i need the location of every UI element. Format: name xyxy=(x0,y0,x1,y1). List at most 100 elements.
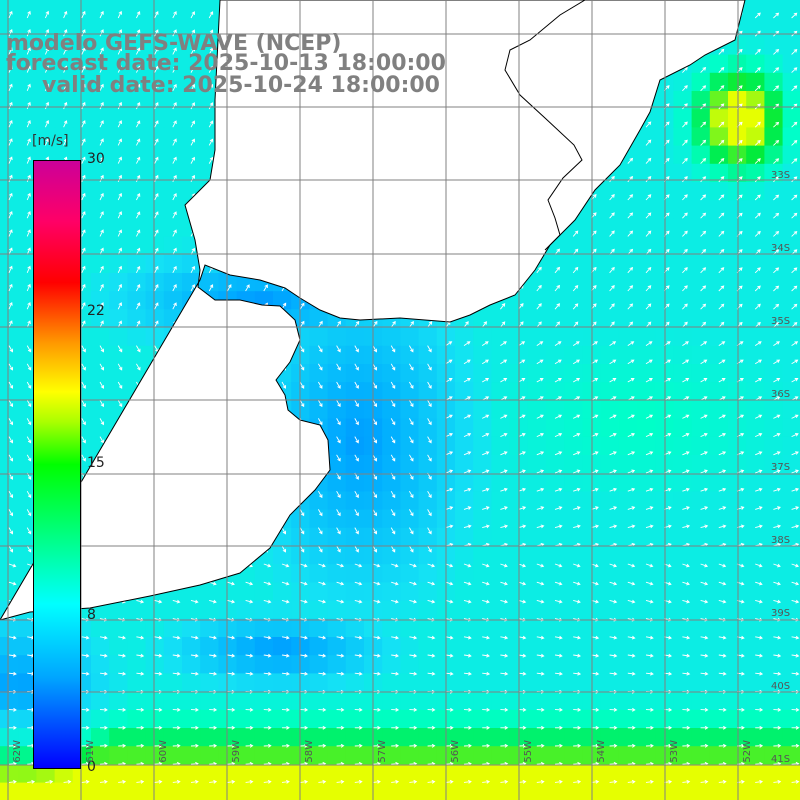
wind-arrow xyxy=(81,47,86,55)
wind-speed-cell xyxy=(327,382,347,401)
wind-arrow xyxy=(26,302,31,310)
wind-arrow xyxy=(8,265,13,273)
wind-arrow xyxy=(791,231,798,237)
wind-arrow xyxy=(627,359,635,365)
wind-speed-cell xyxy=(473,382,492,401)
wind-speed-cell xyxy=(163,72,183,92)
wind-speed-cell xyxy=(200,0,219,19)
wind-arrow xyxy=(117,10,123,19)
wind-speed-cell xyxy=(637,345,656,365)
wind-arrow xyxy=(136,47,141,55)
wind-speed-cell xyxy=(673,728,693,747)
wind-arrow xyxy=(645,285,652,292)
wind-speed-cell xyxy=(764,200,784,219)
wind-speed-cell xyxy=(618,509,638,529)
wind-arrow xyxy=(718,176,725,183)
wind-speed-cell xyxy=(546,473,565,492)
wind-speed-cell xyxy=(764,527,784,547)
wind-arrow xyxy=(8,563,17,568)
wind-arrow xyxy=(573,635,581,640)
wind-speed-cell xyxy=(709,491,729,511)
wind-speed-cell xyxy=(327,746,347,765)
wind-speed-cell xyxy=(746,327,765,347)
wind-speed-cell xyxy=(182,673,201,693)
wind-speed-cell xyxy=(400,764,420,784)
wind-speed-cell xyxy=(546,491,565,511)
wind-arrow xyxy=(609,487,618,492)
wind-speed-cell xyxy=(145,91,165,110)
wind-arrow xyxy=(390,320,396,328)
latitude-label: 37S xyxy=(771,462,791,473)
wind-speed-cell xyxy=(782,746,800,765)
wind-arrow xyxy=(700,779,709,784)
wind-speed-cell xyxy=(764,728,784,747)
wind-speed-cell xyxy=(673,746,693,765)
wind-arrow xyxy=(536,487,545,492)
wind-arrow xyxy=(118,671,127,676)
wind-speed-cell xyxy=(764,655,784,674)
wind-speed-cell xyxy=(728,473,747,492)
wind-speed-cell xyxy=(491,345,511,365)
wind-speed-cell xyxy=(109,655,128,674)
wind-speed-cell xyxy=(127,782,147,800)
wind-arrow xyxy=(190,265,195,274)
wind-speed-cell xyxy=(291,637,310,656)
wind-speed-cell xyxy=(418,673,438,693)
wind-speed-cell xyxy=(546,582,565,602)
wind-arrow xyxy=(99,229,104,237)
wind-speed-cell xyxy=(0,109,19,128)
wind-speed-cell xyxy=(309,691,329,711)
wind-speed-cell xyxy=(345,345,365,365)
wind-arrow xyxy=(409,743,418,748)
wind-arrow xyxy=(773,267,780,274)
wind-arrow xyxy=(281,545,287,553)
wind-speed-cell xyxy=(473,509,492,529)
wind-arrow xyxy=(645,671,654,676)
wind-speed-cell xyxy=(418,655,438,674)
wind-arrow xyxy=(572,359,580,365)
wind-arrow xyxy=(645,139,652,146)
wind-arrow xyxy=(791,121,798,128)
wind-arrow xyxy=(390,545,396,553)
wind-arrow xyxy=(791,49,798,55)
wind-speed-cell xyxy=(236,637,256,656)
wind-speed-cell xyxy=(455,436,474,456)
wind-speed-cell xyxy=(18,364,37,383)
wind-speed-cell xyxy=(527,509,547,529)
wind-speed-cell xyxy=(782,546,800,565)
wind-speed-cell xyxy=(273,691,292,711)
wind-arrow xyxy=(227,599,236,604)
wind-speed-cell xyxy=(473,546,492,565)
wind-speed-cell xyxy=(491,455,511,474)
wind-speed-cell xyxy=(564,473,583,492)
wind-arrow xyxy=(500,653,509,658)
wind-speed-cell xyxy=(637,473,656,492)
wind-arrow xyxy=(117,265,123,273)
wind-speed-cell xyxy=(691,236,711,256)
wind-speed-cell xyxy=(291,564,310,583)
wind-speed-cell xyxy=(54,145,74,165)
wind-arrow xyxy=(536,303,542,310)
wind-speed-cell xyxy=(182,0,201,19)
wind-speed-cell xyxy=(728,309,747,329)
wind-arrow xyxy=(645,581,654,586)
wind-speed-cell xyxy=(309,309,329,329)
wind-speed-cell xyxy=(309,546,329,565)
wind-arrow xyxy=(700,743,709,748)
latitude-label: 41S xyxy=(771,754,791,765)
wind-arrow xyxy=(318,490,323,499)
wind-speed-cell xyxy=(382,764,401,784)
wind-arrow xyxy=(482,524,490,529)
wind-speed-cell xyxy=(546,728,565,747)
wind-speed-cell xyxy=(618,364,638,383)
wind-arrow xyxy=(682,451,690,456)
wind-arrow xyxy=(718,469,727,474)
wind-speed-cell xyxy=(782,728,800,747)
wind-arrow xyxy=(627,212,634,219)
wind-arrow xyxy=(63,47,68,55)
wind-speed-cell xyxy=(782,36,800,56)
wind-speed-cell xyxy=(18,655,37,674)
wind-arrow xyxy=(372,563,381,568)
wind-speed-cell xyxy=(637,582,656,602)
